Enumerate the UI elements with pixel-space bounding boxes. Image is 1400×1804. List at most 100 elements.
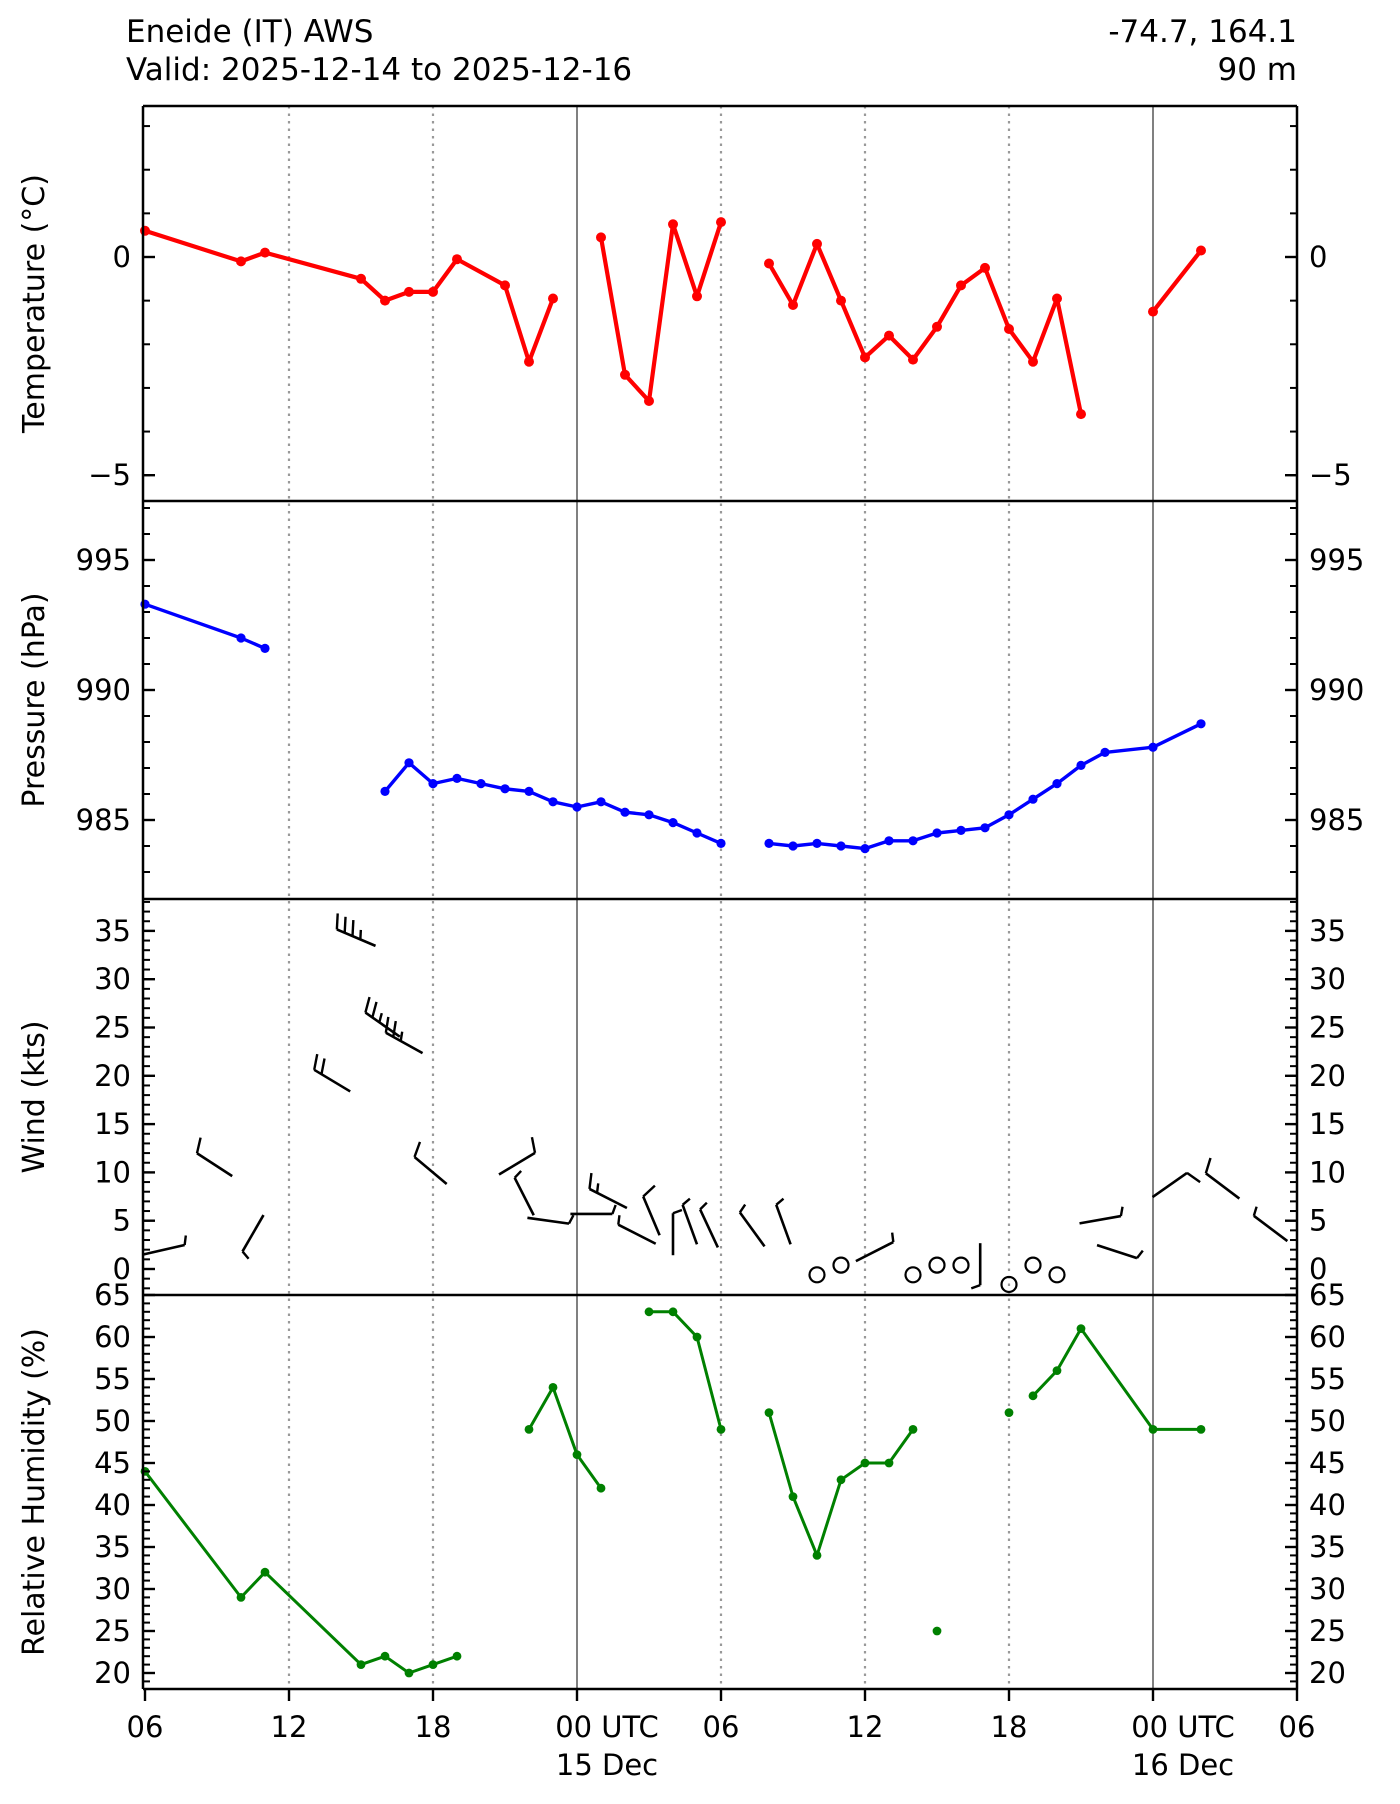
humidity-ytick-label-left: 40	[94, 1488, 131, 1522]
station-coords: -74.7, 164.1	[1108, 14, 1297, 50]
wind-barb-staff	[700, 1209, 718, 1247]
wind-ytick-label-right: 15	[1309, 1107, 1346, 1141]
pressure-ytick-label-right: 985	[1309, 803, 1364, 837]
wind-barb-feather	[892, 1233, 893, 1242]
x-tick-day-label: 16 Dec	[1132, 1748, 1234, 1782]
humidity-data-point	[861, 1459, 870, 1468]
humidity-data-point	[933, 1627, 942, 1636]
temperature-ytick-label-left: 0	[113, 240, 131, 274]
humidity-ytick-label-right: 55	[1309, 1362, 1346, 1396]
humidity-data-point	[1077, 1324, 1086, 1333]
pressure-data-point	[1148, 743, 1157, 752]
humidity-series-segment-2	[649, 1312, 721, 1430]
temperature-data-point	[596, 232, 606, 242]
temperature-data-point	[1196, 246, 1206, 256]
temperature-data-point	[788, 300, 798, 310]
temperature-data-point	[692, 291, 702, 301]
wind-barb-staff	[243, 1215, 264, 1251]
humidity-data-point	[1197, 1425, 1206, 1434]
pressure-data-point	[1100, 748, 1109, 757]
wind-barb-staff	[856, 1242, 893, 1261]
pressure-data-point	[236, 633, 245, 642]
wind-calm-circle	[810, 1267, 825, 1282]
wind-ytick-label-right: 20	[1309, 1059, 1346, 1093]
humidity-ytick-label-right: 45	[1309, 1446, 1346, 1480]
x-tick-label: 06	[703, 1710, 740, 1744]
humidity-ytick-label-right: 65	[1309, 1278, 1346, 1312]
pressure-data-point	[476, 779, 485, 788]
wind-barb-staff	[589, 1189, 626, 1208]
wind-barb-feather	[700, 1203, 707, 1210]
wind-ytick-label-right: 35	[1309, 914, 1346, 948]
humidity-data-point	[429, 1660, 438, 1669]
wind-barb-feather	[185, 1236, 186, 1245]
wind-barb-feather	[365, 997, 369, 1012]
temperature-ytick-label-right: −5	[1309, 458, 1352, 492]
humidity-data-point	[381, 1652, 390, 1661]
wind-barb-staff	[643, 1197, 659, 1236]
temperature-series-segment-3	[1153, 251, 1201, 312]
wind-barb-feather	[1121, 1207, 1123, 1216]
humidity-ytick-label-right: 35	[1309, 1530, 1346, 1564]
temperature-data-point	[1148, 307, 1158, 317]
pressure-data-point	[932, 828, 941, 837]
wind-barb-staff	[386, 1033, 423, 1053]
pressure-data-point	[452, 774, 461, 783]
pressure-ytick-label-left: 985	[76, 803, 131, 837]
x-tick-label: 18	[415, 1710, 452, 1744]
humidity-ytick-label-left: 65	[94, 1278, 131, 1312]
wind-barb-feather	[379, 1013, 381, 1022]
wind-barb-staff	[197, 1153, 232, 1176]
temperature-data-point	[884, 331, 894, 341]
wind-ytick-label-left: 20	[94, 1059, 131, 1093]
wind-calm-circle	[930, 1258, 945, 1273]
temperature-data-point	[500, 280, 510, 290]
pressure-data-point	[980, 823, 989, 832]
pressure-data-point	[668, 818, 677, 827]
humidity-data-point	[837, 1475, 846, 1484]
station-title: Eneide (IT) AWS	[126, 14, 374, 50]
pressure-data-point	[548, 797, 557, 806]
temperature-data-point	[428, 287, 438, 297]
temperature-data-point	[356, 274, 366, 284]
pressure-data-point	[884, 836, 893, 845]
wind-ytick-label-left: 10	[94, 1155, 131, 1189]
wind-ytick-label-left: 15	[94, 1107, 131, 1141]
wind-calm-circle	[906, 1267, 921, 1282]
pressure-data-point	[524, 787, 533, 796]
temperature-data-point	[140, 226, 150, 236]
wind-barb-feather	[1254, 1207, 1257, 1216]
humidity-series-segment-0	[145, 1471, 457, 1673]
humidity-data-point	[1149, 1425, 1158, 1434]
humidity-data-point	[717, 1425, 726, 1434]
humidity-ytick-label-right: 30	[1309, 1572, 1346, 1606]
humidity-data-point	[789, 1492, 798, 1501]
wind-barb-staff	[683, 1205, 697, 1244]
wind-ytick-label-left: 30	[94, 962, 131, 996]
temperature-data-point	[764, 259, 774, 269]
humidity-data-point	[693, 1333, 702, 1342]
temperature-data-point	[404, 287, 414, 297]
wind-ytick-label-left: 25	[94, 1011, 131, 1045]
wind-ytick-label-left: 5	[113, 1204, 131, 1238]
humidity-ytick-label-left: 50	[94, 1404, 131, 1438]
wind-barb-feather	[683, 1199, 690, 1205]
temperature-data-point	[644, 396, 654, 406]
humidity-series-segment-6	[1033, 1329, 1201, 1430]
humidity-ytick-label-left: 30	[94, 1572, 131, 1606]
temperature-data-point	[908, 355, 918, 365]
wind-barb-feather	[321, 1058, 324, 1074]
pressure-data-point	[908, 836, 917, 845]
temperature-data-point	[1004, 324, 1014, 334]
x-tick-label: 12	[847, 1710, 884, 1744]
humidity-ytick-label-left: 45	[94, 1446, 131, 1480]
wind-barb-staff	[1153, 1173, 1187, 1197]
temperature-data-point	[932, 322, 942, 332]
pressure-data-point	[1052, 779, 1061, 788]
pressure-data-point	[260, 644, 269, 653]
wind-barb-feather	[386, 1017, 389, 1033]
wind-barb-staff	[527, 1218, 569, 1224]
wind-ytick-label-right: 25	[1309, 1011, 1346, 1045]
pressure-data-point	[1076, 761, 1085, 770]
